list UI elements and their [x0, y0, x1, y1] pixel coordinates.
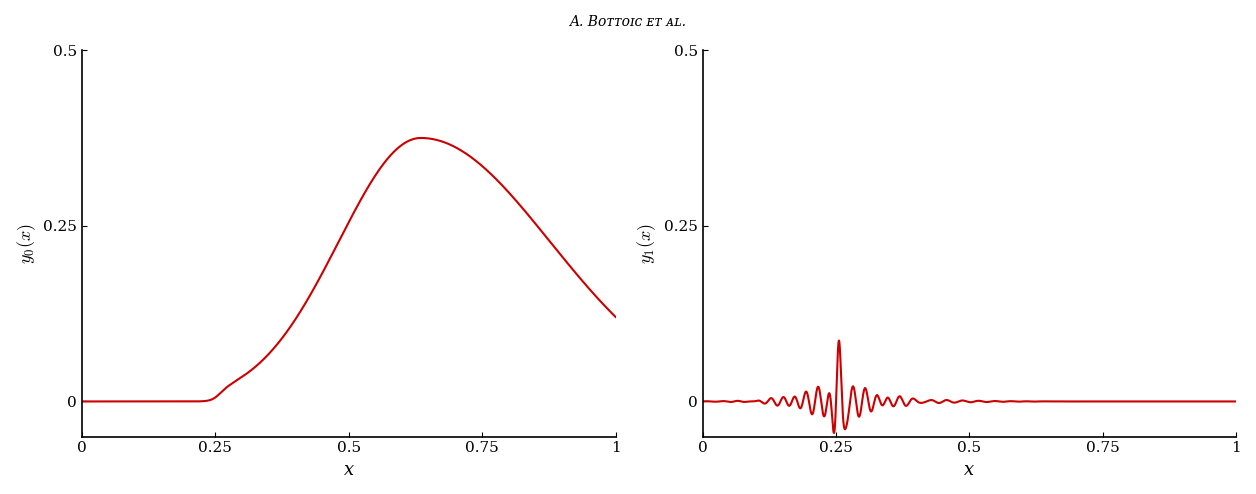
Y-axis label: $y_1(x)$: $y_1(x)$ [636, 223, 658, 264]
Y-axis label: $y_0(x)$: $y_0(x)$ [15, 223, 38, 264]
X-axis label: x: x [344, 461, 354, 479]
Text: A. Bᴏᴛᴛᴏɪᴄ ᴇᴛ ᴀʟ.: A. Bᴏᴛᴛᴏɪᴄ ᴇᴛ ᴀʟ. [569, 15, 687, 29]
X-axis label: x: x [965, 461, 975, 479]
